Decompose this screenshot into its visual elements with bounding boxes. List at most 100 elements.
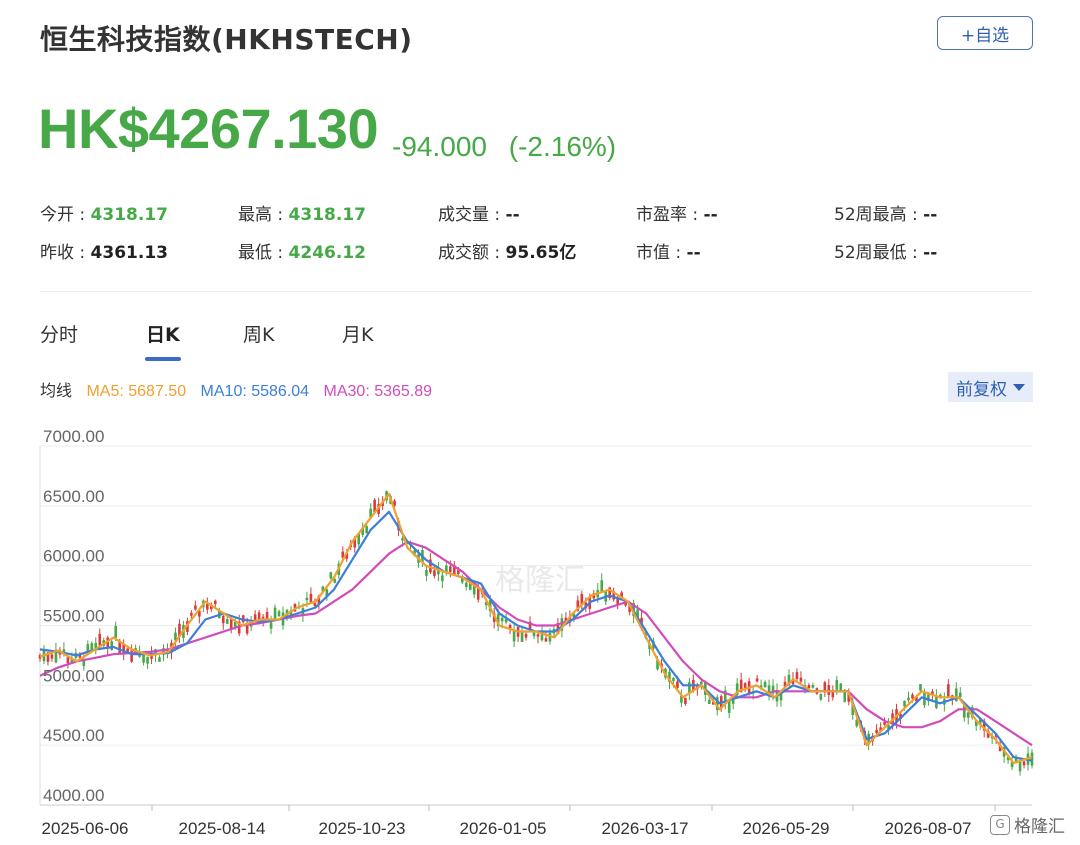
candle-body [1014,756,1018,762]
candle-body [210,604,213,610]
stat-label: 成交量 : [438,205,506,225]
candle-body [460,576,464,583]
stat-item: 52周最高 : -- [834,200,937,225]
candle-body [727,700,731,713]
candle-body [851,704,855,716]
candle-body [162,648,165,655]
candle-body [684,697,687,704]
candle-body [962,705,966,718]
x-tick-label: 2026-01-05 [460,819,547,838]
stat-item: 市值 : -- [636,238,701,263]
stat-label: 52周最低 : [834,243,924,263]
ma-label: 均线 [40,383,73,400]
candle-body [739,679,743,693]
candle-body [273,607,277,620]
tab-monthly-k[interactable]: 月K [342,324,374,346]
candle-body [508,624,512,629]
candle-body [449,566,452,572]
candle-body [118,640,121,653]
stat-item: 最高 : 4318.17 [238,200,366,225]
candle-body [795,672,799,679]
candle-body [763,681,767,688]
candle-body [484,602,488,606]
candle-body [879,727,882,732]
candle-body [50,654,54,659]
candle-body [600,580,604,592]
candle-body [106,637,110,648]
candle-body [253,614,257,620]
candle-body [70,659,74,663]
candle-body [931,691,934,696]
candle-body [731,699,735,704]
candle-body [520,630,524,642]
y-tick-label: 5500.00 [43,607,104,626]
add-watchlist-button[interactable]: +自选 [937,16,1033,50]
stats-row-2: 昨收 : 4361.13 最低 : 4246.12 成交额 : 95.65亿 市值 :… [40,238,1040,276]
candle-body [441,575,444,582]
y-tick-label: 6500.00 [43,487,104,506]
candle-body [680,695,683,703]
stat-value: 95.65亿 [505,243,577,263]
candle-body [325,589,329,598]
adjust-label: 前复权 [956,379,1007,400]
candle-body [743,683,747,688]
stat-label: 昨收 : [40,243,91,263]
candle-body [361,527,364,535]
candle-body [998,744,1002,752]
price-change: -94.000 (-2.16%) [392,131,630,163]
candle-body [504,619,508,623]
stat-item: 最低 : 4246.12 [238,238,366,263]
candle-body [329,572,333,579]
candle-body [807,685,811,689]
candle-body [122,644,125,655]
x-tick-label: 2026-08-07 [885,819,972,838]
ma30-value: MA30: 5365.89 [323,383,433,400]
stat-item: 成交额 : 95.65亿 [438,238,576,263]
stat-value: -- [923,243,938,263]
candle-body [130,650,133,662]
candle-body [429,559,432,573]
candle-body [54,649,58,663]
candle-body [564,617,568,623]
stat-item: 昨收 : 4361.13 [40,238,168,263]
candle-body [277,611,281,617]
candle-body [142,653,145,663]
ma10-value: MA10: 5586.04 [200,383,310,400]
candle-body [225,619,229,624]
candle-body [955,688,958,702]
candle-body [947,684,950,697]
candle-body [572,613,576,618]
candle-body [915,696,918,702]
ma-line-ma5 [39,492,1033,765]
stats-row-1: 今开 : 4318.17 最高 : 4318.17 成交量 : -- 市盈率 : --… [40,200,1040,238]
candle-body [974,720,978,727]
candle-body [437,568,440,575]
tab-weekly-k[interactable]: 周K [243,324,275,346]
candle-body [767,685,771,697]
tab-intraday[interactable]: 分时 [40,324,79,346]
candle-body [636,609,639,620]
candle-body [114,625,117,638]
candle-body [401,538,404,541]
tab-daily-k[interactable]: 日K [146,324,180,346]
candle-body [496,614,500,627]
candle-body [672,677,675,682]
candle-body [711,701,715,705]
candle-body [839,683,843,692]
stat-label: 最低 : [238,243,289,263]
active-tab-indicator [145,357,181,361]
candle-body [958,692,962,697]
x-tick-label: 2025-10-23 [319,819,406,838]
y-tick-label: 5000.00 [43,666,104,685]
x-tick-label: 2025-06-06 [42,819,129,838]
candle-body [194,605,197,610]
stat-label: 成交额 : [438,243,506,263]
stat-value: 4318.17 [288,205,366,225]
candle-body [357,533,361,545]
kline-chart[interactable]: 格隆汇 7000.00 6500.00 6000.00 5500.00 5000.00 4… [0,420,1080,845]
stat-label: 市盈率 : [636,205,704,225]
ma-lines [39,492,1033,765]
candle-body [735,683,739,696]
price-adjust-dropdown[interactable]: 前复权 [948,372,1033,402]
ma-legend: 均线 MA5: 5687.50 MA10: 5586.04 MA30: 5365… [40,377,442,401]
